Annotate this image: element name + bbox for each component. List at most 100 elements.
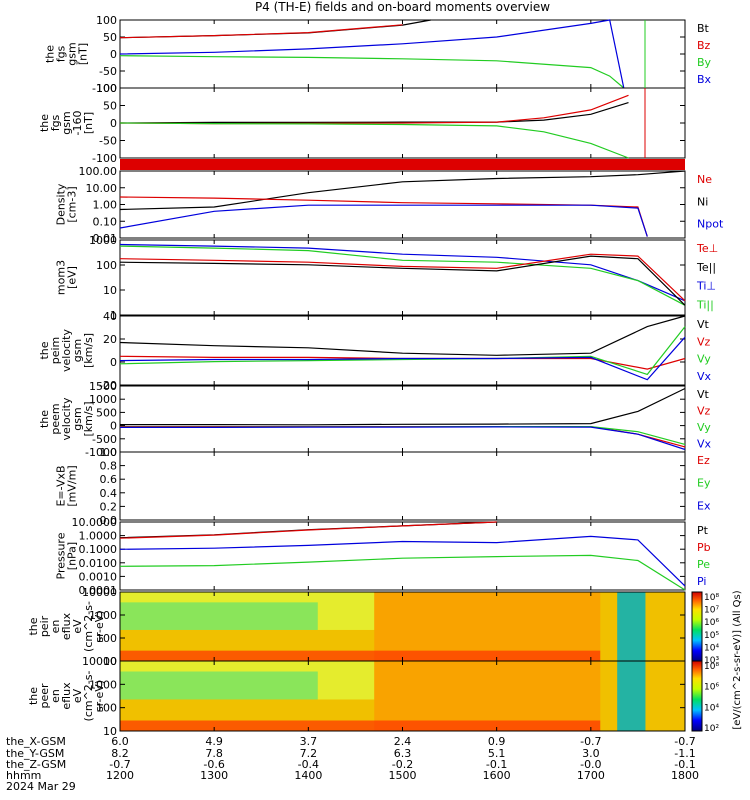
colorbar-tick-label: 10⁵ [704,631,719,641]
legend-entry: Pb [697,541,711,554]
y-axis-label-line: E=-VxB [55,465,68,506]
legend-entry: Pi [697,575,706,588]
panel-frame [119,239,686,316]
colorbar-tick-label: 10² [704,724,719,734]
series-line-Vx [119,336,686,381]
y-axis-label-line: eV [71,688,84,703]
y-axis-label: thepeemvelocitygsm[km/s] [38,397,95,440]
y-axis-label-line: the [38,341,51,359]
colorbar-tick-label: 10³ [704,656,719,666]
legend-entry: Ez [697,454,710,467]
y-axis-label-line: sr-eV) [93,680,106,712]
y-tick-label: 100 [96,82,117,95]
panel-frame [119,19,686,89]
x-axis-row-value: 6.0 [111,735,129,748]
spectrogram-region [374,592,601,661]
x-axis-row-value: -0.1 [486,758,507,771]
panel-fgs_gsm: 100 50 0 -50 -100 [92,14,686,95]
y-axis-label-line: en [49,620,62,634]
y-tick-label: 0.1000 [79,543,118,556]
y-tick-label: -50 [99,65,117,78]
y-tick-label: 1 [110,309,117,322]
legend-entry: Vt [697,318,710,331]
panel-efield: 1.00.80.60.40.20.0 [100,446,686,527]
y-axis-label-line: peem [49,403,62,434]
x-axis-row-value: -0.0 [580,758,601,771]
colorbar-tick-label: 10⁸ [704,662,719,672]
legend-entry: Vt [697,388,710,401]
x-axis-row-value: 5.1 [488,747,506,760]
series-line-Te|| [119,255,686,306]
y-tick-label: -100 [92,152,117,165]
x-axis-row-value: 1400 [294,769,322,782]
y-axis-label: thefgsgsm-160[nT] [38,111,95,136]
y-tick-label: -500 [92,433,117,446]
y-tick-label: 1000 [89,393,117,406]
x-axis-row-value: -0.2 [392,758,413,771]
y-tick-label: 10000 [82,655,117,668]
y-tick-label: 0 [110,117,117,130]
y-tick-label: 1.00 [93,199,118,212]
separator-band [120,159,685,170]
series-line-Bt [119,19,431,39]
spectrogram-region [617,661,646,731]
x-axis-row-value: -0.1 [674,758,695,771]
x-axis-row-value: 2.4 [394,735,412,748]
x-axis-row-value: 0.9 [488,735,506,748]
series-line-trace-0 [119,102,629,124]
series-line-Bx [119,19,625,89]
y-tick-label: 1000 [89,678,117,691]
y-axis-label-line: en [49,689,62,703]
y-tick-label: 0.01 [93,232,118,245]
figure-title: P4 (TH-E) fields and on-board moments ov… [254,0,551,14]
colorbar-tick-label: 10⁶ [704,683,719,693]
x-axis-row-label: the_X-GSM [6,735,66,748]
y-tick-label: 10 [103,725,117,738]
y-axis-label-line: gsm [60,111,73,134]
y-tick-label: 0.4 [100,487,118,500]
x-axis-row-value: 3.0 [582,747,600,760]
y-tick-label: 1.0 [100,446,118,459]
panel-peir_eflux: 10000 1000 100 10 [82,586,686,668]
y-axis-label-line: peer [38,683,51,709]
y-tick-label: 0.8 [100,460,118,473]
x-axis-row-value: 1300 [200,769,228,782]
y-axis-label: Pressure[nPa] [55,532,79,579]
colorbar-tick-label: 10⁴ [704,703,719,713]
y-tick-label: 100 [96,702,117,715]
y-tick-label: 1000 [89,234,117,247]
series-line-Vt [119,315,686,356]
y-tick-label: 10 [103,655,117,668]
y-axis-label-line: Pressure [55,532,68,579]
y-axis-label-line: velocity [60,397,73,440]
series-line-Vy [120,426,686,445]
y-tick-label: 500 [96,406,117,419]
x-axis-row-label: the_Z-GSM [6,758,66,771]
legend-entry: Pt [697,524,709,537]
y-axis-label-line: [nT] [82,112,95,134]
legend-entry: Vx [697,370,712,383]
x-axis-row-value: -0.7 [580,735,601,748]
y-axis-label-line: the [44,45,57,63]
panel-density: 100.00 10.00 1.00 0.10 0.01 [79,165,686,245]
panel-frame [119,170,686,239]
series-line-Ni [119,170,686,211]
panel-frame [119,315,686,386]
y-tick-label: -100 [92,82,117,95]
panel-frame [119,451,686,521]
y-tick-label: 0.0100 [79,557,118,570]
x-axis-row-value: 1500 [389,769,417,782]
series-line-Pe [119,554,686,591]
x-axis-row-value: 1800 [671,769,699,782]
series-line-Vz [120,426,686,448]
y-tick-label: 20 [103,333,117,346]
spectrogram-region [120,650,601,661]
x-axis-row-value: 3.7 [300,735,318,748]
y-axis-label-line: [nT] [77,43,90,65]
legend-entry: Ex [697,499,711,512]
series-line-Npot [119,204,648,237]
y-axis-label-line: peim [49,337,62,365]
y-tick-label: 10.00 [86,182,118,195]
x-axis-row-value: 1200 [106,769,134,782]
